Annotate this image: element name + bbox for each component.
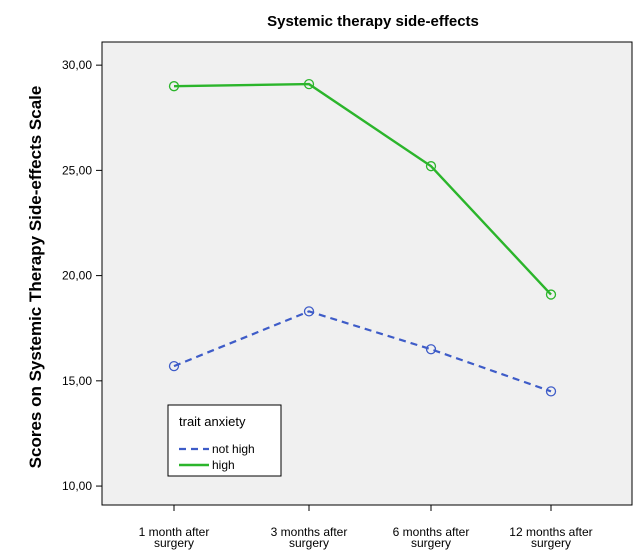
data-point — [168, 81, 180, 92]
data-point — [303, 78, 315, 90]
y-tick-label: 10,00 — [62, 479, 92, 493]
data-point — [303, 306, 315, 317]
series-line-not-high — [173, 310, 552, 393]
data-point — [545, 386, 557, 397]
x-tick-label-line: 12 months after — [509, 525, 592, 539]
x-tick-label-line: 1 month after — [139, 525, 210, 539]
legend: trait anxiety not high high — [167, 404, 282, 477]
legend-label: not high — [212, 442, 255, 456]
x-tick-label: 12 months after surgery — [509, 525, 592, 550]
data-point — [425, 344, 437, 355]
y-tick-label: 25,00 — [62, 163, 92, 177]
x-tick-label-line: surgery — [154, 536, 194, 550]
y-tick-label: 30,00 — [62, 58, 92, 72]
x-tick-label: 3 months after surgery — [271, 525, 348, 550]
y-tick-label: 20,00 — [62, 269, 92, 283]
y-axis: 10,00 15,00 20,00 25,00 30,00 — [62, 58, 102, 493]
legend-title: trait anxiety — [179, 414, 246, 429]
chart-title: Systemic therapy side-effects — [267, 13, 479, 30]
y-tick-label: 15,00 — [62, 374, 92, 388]
y-axis-label: Scores on Systemic Therapy Side-effects … — [26, 86, 45, 469]
x-tick-label-line: 6 months after — [393, 525, 470, 539]
x-tick-label-line: surgery — [531, 536, 571, 550]
x-tick-label-line: surgery — [411, 536, 451, 550]
data-point — [425, 161, 437, 172]
series-line-high — [173, 82, 552, 296]
x-tick-label-line: 3 months after — [271, 525, 348, 539]
series-layer — [168, 78, 557, 397]
x-tick-label: 6 months after surgery — [393, 525, 470, 550]
legend-label: high — [212, 458, 235, 472]
data-point — [168, 360, 180, 372]
x-tick-label: 1 month after surgery — [139, 525, 210, 550]
x-tick-label-line: surgery — [289, 536, 329, 550]
data-point — [545, 289, 557, 300]
